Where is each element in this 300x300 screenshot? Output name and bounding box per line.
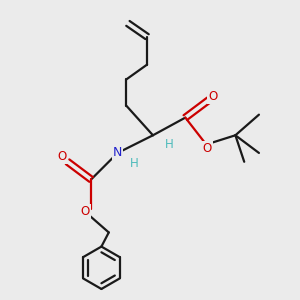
Text: N: N — [113, 146, 122, 159]
Text: O: O — [208, 90, 217, 103]
Text: H: H — [129, 157, 138, 170]
Text: H: H — [165, 138, 173, 151]
Text: O: O — [81, 205, 90, 218]
Text: O: O — [58, 150, 67, 163]
Text: O: O — [203, 142, 212, 155]
